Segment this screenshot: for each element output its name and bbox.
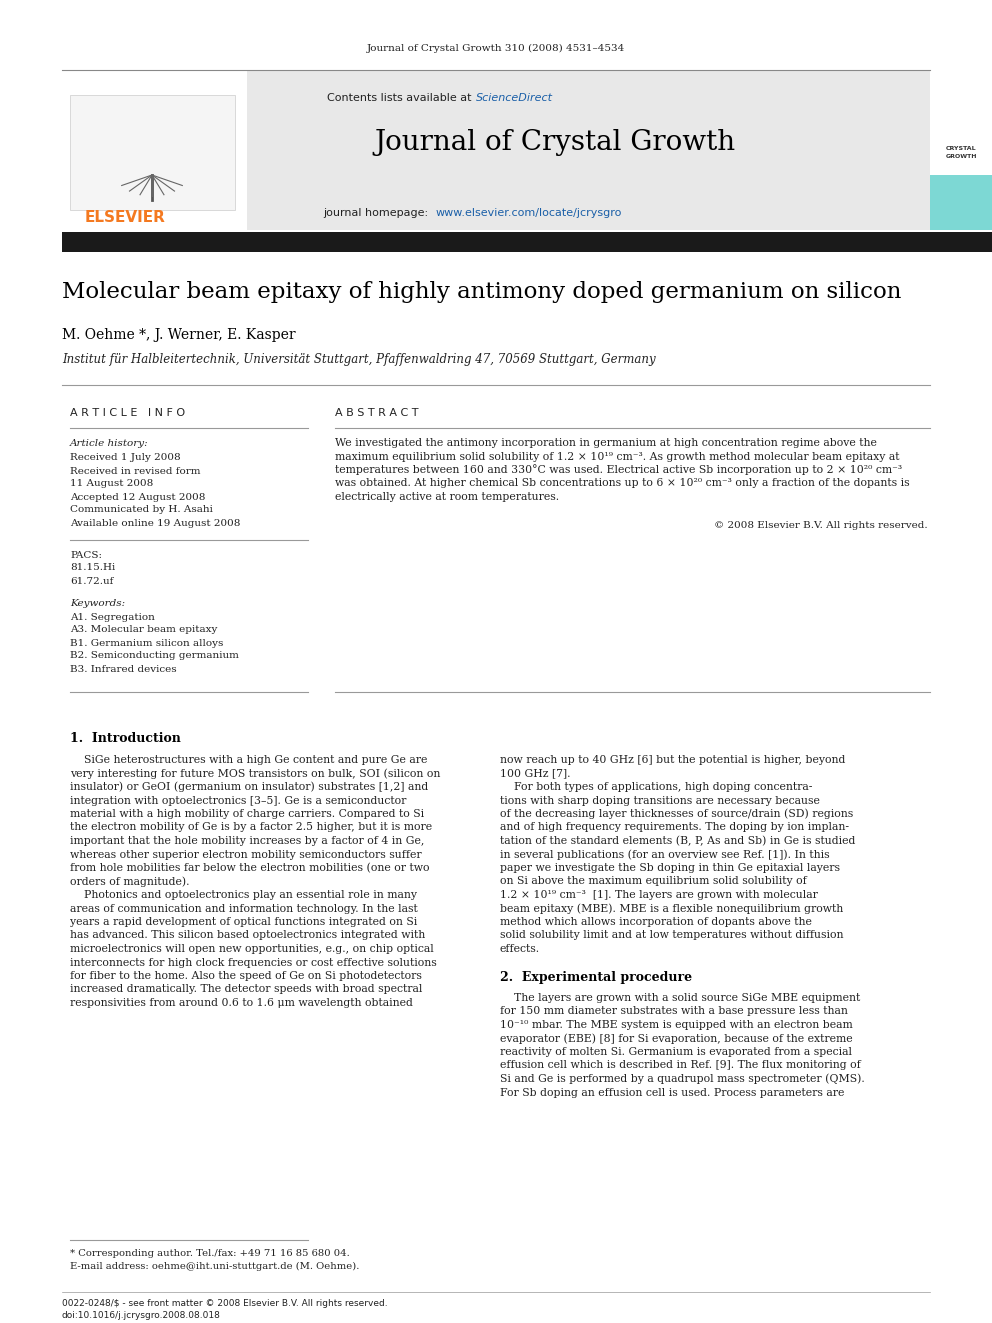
Text: effusion cell which is described in Ref. [9]. The flux monitoring of: effusion cell which is described in Ref.… bbox=[500, 1061, 861, 1070]
Text: for 150 mm diameter substrates with a base pressure less than: for 150 mm diameter substrates with a ba… bbox=[500, 1007, 848, 1016]
Text: orders of magnitude).: orders of magnitude). bbox=[70, 876, 189, 886]
Text: method which allows incorporation of dopants above the: method which allows incorporation of dop… bbox=[500, 917, 811, 927]
Text: solid solubility limit and at low temperatures without diffusion: solid solubility limit and at low temper… bbox=[500, 930, 843, 941]
Text: paper we investigate the Sb doping in thin Ge epitaxial layers: paper we investigate the Sb doping in th… bbox=[500, 863, 840, 873]
Text: B2. Semiconducting germanium: B2. Semiconducting germanium bbox=[70, 651, 239, 660]
Text: 1.  Introduction: 1. Introduction bbox=[70, 732, 181, 745]
Text: on Si above the maximum equilibrium solid solubility of: on Si above the maximum equilibrium soli… bbox=[500, 877, 806, 886]
Text: important that the hole mobility increases by a factor of 4 in Ge,: important that the hole mobility increas… bbox=[70, 836, 425, 845]
Text: whereas other superior electron mobility semiconductors suffer: whereas other superior electron mobility… bbox=[70, 849, 422, 860]
Text: * Corresponding author. Tel./fax: +49 71 16 85 680 04.: * Corresponding author. Tel./fax: +49 71… bbox=[70, 1249, 350, 1257]
Text: years a rapid development of optical functions integrated on Si: years a rapid development of optical fun… bbox=[70, 917, 418, 927]
Text: Molecular beam epitaxy of highly antimony doped germanium on silicon: Molecular beam epitaxy of highly antimon… bbox=[62, 280, 902, 303]
Text: © 2008 Elsevier B.V. All rights reserved.: © 2008 Elsevier B.V. All rights reserved… bbox=[714, 520, 928, 529]
FancyBboxPatch shape bbox=[70, 95, 235, 210]
FancyBboxPatch shape bbox=[62, 70, 930, 230]
Text: tions with sharp doping transitions are necessary because: tions with sharp doping transitions are … bbox=[500, 795, 819, 806]
Text: Available online 19 August 2008: Available online 19 August 2008 bbox=[70, 519, 240, 528]
Text: Journal of Crystal Growth 310 (2008) 4531–4534: Journal of Crystal Growth 310 (2008) 453… bbox=[367, 44, 625, 53]
Text: tation of the standard elements (B, P, As and Sb) in Ge is studied: tation of the standard elements (B, P, A… bbox=[500, 836, 855, 847]
Text: 0022-0248/$ - see front matter © 2008 Elsevier B.V. All rights reserved.: 0022-0248/$ - see front matter © 2008 El… bbox=[62, 1298, 388, 1307]
Text: beam epitaxy (MBE). MBE is a flexible nonequilibrium growth: beam epitaxy (MBE). MBE is a flexible no… bbox=[500, 904, 843, 914]
Text: insulator) or GeOI (germanium on insulator) substrates [1,2] and: insulator) or GeOI (germanium on insulat… bbox=[70, 782, 429, 792]
Text: Received 1 July 2008: Received 1 July 2008 bbox=[70, 454, 181, 463]
Text: Article history:: Article history: bbox=[70, 438, 149, 447]
Text: For both types of applications, high doping concentra-: For both types of applications, high dop… bbox=[500, 782, 812, 792]
FancyBboxPatch shape bbox=[930, 167, 992, 175]
Text: has advanced. This silicon based optoelectronics integrated with: has advanced. This silicon based optoele… bbox=[70, 930, 426, 941]
Text: B1. Germanium silicon alloys: B1. Germanium silicon alloys bbox=[70, 639, 223, 647]
Text: The layers are grown with a solid source SiGe MBE equipment: The layers are grown with a solid source… bbox=[500, 994, 860, 1003]
Text: increased dramatically. The detector speeds with broad spectral: increased dramatically. The detector spe… bbox=[70, 984, 423, 995]
Text: now reach up to 40 GHz [6] but the potential is higher, beyond: now reach up to 40 GHz [6] but the poten… bbox=[500, 755, 845, 765]
Text: SiGe heterostructures with a high Ge content and pure Ge are: SiGe heterostructures with a high Ge con… bbox=[70, 755, 428, 765]
Text: for fiber to the home. Also the speed of Ge on Si photodetectors: for fiber to the home. Also the speed of… bbox=[70, 971, 422, 980]
Text: Journal of Crystal Growth: Journal of Crystal Growth bbox=[374, 130, 735, 156]
Text: 1.2 × 10¹⁹ cm⁻³  [1]. The layers are grown with molecular: 1.2 × 10¹⁹ cm⁻³ [1]. The layers are grow… bbox=[500, 890, 817, 900]
Text: ELSEVIER: ELSEVIER bbox=[84, 210, 166, 225]
Text: 81.15.Hi: 81.15.Hi bbox=[70, 564, 115, 573]
Text: maximum equilibrium solid solubility of 1.2 × 10¹⁹ cm⁻³. As growth method molecu: maximum equilibrium solid solubility of … bbox=[335, 451, 900, 462]
Text: the electron mobility of Ge is by a factor 2.5 higher, but it is more: the electron mobility of Ge is by a fact… bbox=[70, 823, 433, 832]
Text: Communicated by H. Asahi: Communicated by H. Asahi bbox=[70, 505, 213, 515]
Text: Si and Ge is performed by a quadrupol mass spectrometer (QMS).: Si and Ge is performed by a quadrupol ma… bbox=[500, 1074, 865, 1085]
Text: Accepted 12 August 2008: Accepted 12 August 2008 bbox=[70, 492, 205, 501]
Text: integration with optoelectronics [3–5]. Ge is a semiconductor: integration with optoelectronics [3–5]. … bbox=[70, 795, 407, 806]
Text: interconnects for high clock frequencies or cost effective solutions: interconnects for high clock frequencies… bbox=[70, 958, 436, 967]
Text: Institut für Halbleitertechnik, Universität Stuttgart, Pfaffenwaldring 47, 70569: Institut für Halbleitertechnik, Universi… bbox=[62, 353, 656, 366]
Text: material with a high mobility of charge carriers. Compared to Si: material with a high mobility of charge … bbox=[70, 808, 425, 819]
Text: 100 GHz [7].: 100 GHz [7]. bbox=[500, 769, 570, 778]
Text: A B S T R A C T: A B S T R A C T bbox=[335, 407, 419, 418]
Text: was obtained. At higher chemical Sb concentrations up to 6 × 10²⁰ cm⁻³ only a fr: was obtained. At higher chemical Sb conc… bbox=[335, 479, 910, 488]
Text: M. Oehme *, J. Werner, E. Kasper: M. Oehme *, J. Werner, E. Kasper bbox=[62, 328, 296, 343]
Text: www.elsevier.com/locate/jcrysgro: www.elsevier.com/locate/jcrysgro bbox=[436, 208, 622, 218]
Text: GROWTH: GROWTH bbox=[945, 155, 977, 160]
Text: Photonics and optoelectronics play an essential role in many: Photonics and optoelectronics play an es… bbox=[70, 890, 417, 900]
FancyBboxPatch shape bbox=[62, 70, 247, 230]
Text: A3. Molecular beam epitaxy: A3. Molecular beam epitaxy bbox=[70, 626, 217, 635]
Text: temperatures between 160 and 330°C was used. Electrical active Sb incorporation : temperatures between 160 and 330°C was u… bbox=[335, 464, 902, 475]
Text: 11 August 2008: 11 August 2008 bbox=[70, 479, 153, 488]
Text: of the decreasing layer thicknesses of source/drain (SD) regions: of the decreasing layer thicknesses of s… bbox=[500, 808, 853, 819]
Text: For Sb doping an effusion cell is used. Process parameters are: For Sb doping an effusion cell is used. … bbox=[500, 1088, 844, 1098]
Text: from hole mobilities far below the electron mobilities (one or two: from hole mobilities far below the elect… bbox=[70, 863, 430, 873]
Text: A R T I C L E   I N F O: A R T I C L E I N F O bbox=[70, 407, 186, 418]
Text: journal homepage:: journal homepage: bbox=[322, 208, 435, 218]
Text: A1. Segregation: A1. Segregation bbox=[70, 613, 155, 622]
Text: evaporator (EBE) [8] for Si evaporation, because of the extreme: evaporator (EBE) [8] for Si evaporation,… bbox=[500, 1033, 853, 1044]
Text: B3. Infrared devices: B3. Infrared devices bbox=[70, 664, 177, 673]
Text: 10⁻¹⁰ mbar. The MBE system is equipped with an electron beam: 10⁻¹⁰ mbar. The MBE system is equipped w… bbox=[500, 1020, 853, 1031]
Text: 2.  Experimental procedure: 2. Experimental procedure bbox=[500, 971, 692, 984]
Text: effects.: effects. bbox=[500, 945, 540, 954]
Text: electrically active at room temperatures.: electrically active at room temperatures… bbox=[335, 492, 559, 501]
Text: areas of communication and information technology. In the last: areas of communication and information t… bbox=[70, 904, 418, 913]
Text: PACS:: PACS: bbox=[70, 550, 102, 560]
Text: responsivities from around 0.6 to 1.6 μm wavelength obtained: responsivities from around 0.6 to 1.6 μm… bbox=[70, 998, 413, 1008]
Text: reactivity of molten Si. Germanium is evaporated from a special: reactivity of molten Si. Germanium is ev… bbox=[500, 1046, 852, 1057]
Text: very interesting for future MOS transistors on bulk, SOI (silicon on: very interesting for future MOS transist… bbox=[70, 769, 440, 779]
FancyBboxPatch shape bbox=[62, 232, 992, 251]
Text: We investigated the antimony incorporation in germanium at high concentration re: We investigated the antimony incorporati… bbox=[335, 438, 877, 448]
Text: E-mail address: oehme@iht.uni-stuttgart.de (M. Oehme).: E-mail address: oehme@iht.uni-stuttgart.… bbox=[70, 1261, 359, 1270]
Text: doi:10.1016/j.jcrysgro.2008.08.018: doi:10.1016/j.jcrysgro.2008.08.018 bbox=[62, 1311, 221, 1319]
Text: CRYSTAL: CRYSTAL bbox=[945, 146, 976, 151]
FancyBboxPatch shape bbox=[930, 169, 992, 230]
Text: ScienceDirect: ScienceDirect bbox=[476, 93, 553, 103]
Text: and of high frequency requirements. The doping by ion implan-: and of high frequency requirements. The … bbox=[500, 823, 849, 832]
Text: in several publications (for an overview see Ref. [1]). In this: in several publications (for an overview… bbox=[500, 849, 829, 860]
Text: Contents lists available at: Contents lists available at bbox=[327, 93, 475, 103]
Text: Received in revised form: Received in revised form bbox=[70, 467, 200, 475]
Text: 61.72.uf: 61.72.uf bbox=[70, 577, 113, 586]
Text: Keywords:: Keywords: bbox=[70, 599, 125, 609]
Text: microelectronics will open new opportunities, e.g., on chip optical: microelectronics will open new opportuni… bbox=[70, 945, 434, 954]
FancyBboxPatch shape bbox=[930, 70, 992, 230]
